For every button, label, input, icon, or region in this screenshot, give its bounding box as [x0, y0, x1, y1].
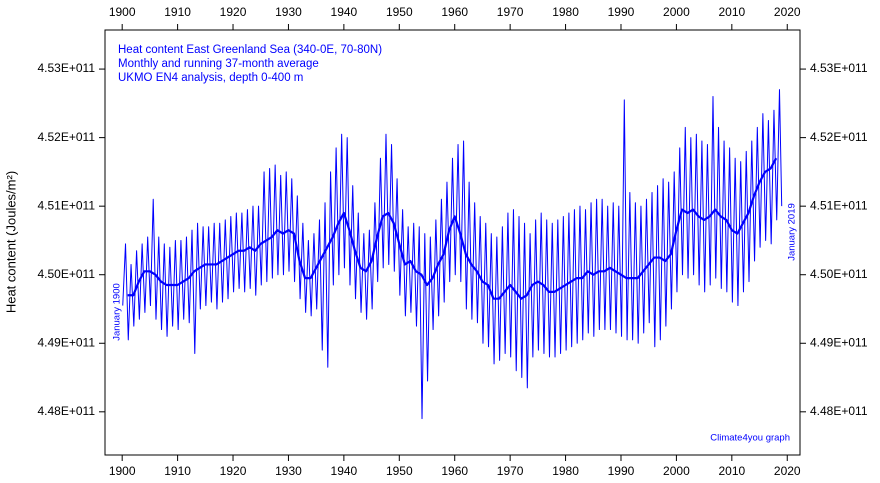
x-tick-label: 1910: [164, 464, 191, 478]
x-tick-label: 1960: [441, 464, 468, 478]
x-tick-label: 2010: [718, 464, 745, 478]
y-tick-label: 4.48E+011: [38, 404, 96, 418]
y-tick-label: 4.50E+011: [38, 267, 96, 281]
x-tick-label: 2020: [774, 464, 801, 478]
x-tick-label: 1940: [331, 464, 358, 478]
x-tick-label: 1970: [497, 464, 524, 478]
x-tick-label: 1970: [497, 5, 524, 19]
x-tick-label: 1950: [386, 5, 413, 19]
annotation: Climate4you graph: [710, 433, 790, 444]
x-tick-label: 2000: [663, 5, 690, 19]
y-tick-label: 4.53E+011: [810, 61, 868, 75]
y-axis-label: Heat content (Joules/m²): [3, 171, 18, 313]
chart-subtitle: UKMO EN4 analysis, depth 0-400 m: [118, 72, 303, 84]
y-tick-label: 4.52E+011: [38, 130, 96, 144]
x-tick-label: 2010: [718, 5, 745, 19]
x-tick-label: 1980: [552, 5, 579, 19]
x-tick-label: 1980: [552, 464, 579, 478]
x-tick-label: 1900: [109, 5, 136, 19]
x-tick-label: 2000: [663, 464, 690, 478]
x-tick-label: 1930: [275, 464, 302, 478]
y-tick-label: 4.50E+011: [810, 267, 868, 281]
chart-title: Heat content East Greenland Sea (340-0E,…: [118, 44, 382, 56]
x-tick-label: 1990: [608, 464, 635, 478]
x-tick-label: 1950: [386, 464, 413, 478]
x-tick-label: 1990: [608, 5, 635, 19]
x-tick-label: 1920: [220, 464, 247, 478]
y-tick-label: 4.48E+011: [810, 404, 868, 418]
y-tick-label: 4.52E+011: [810, 130, 868, 144]
x-tick-label: 1910: [164, 5, 191, 19]
x-tick-label: 1940: [331, 5, 358, 19]
x-tick-label: 1960: [441, 5, 468, 19]
chart-subtitle: Monthly and running 37-month average: [118, 58, 319, 70]
x-tick-label: 2020: [774, 5, 801, 19]
x-tick-label: 1900: [109, 464, 136, 478]
annotation: January 2019: [787, 203, 798, 261]
x-tick-label: 1930: [275, 5, 302, 19]
y-tick-label: 4.51E+011: [810, 198, 868, 212]
y-tick-label: 4.49E+011: [38, 335, 96, 349]
y-tick-label: 4.51E+011: [38, 198, 96, 212]
y-tick-label: 4.53E+011: [38, 61, 96, 75]
y-tick-label: 4.49E+011: [810, 335, 868, 349]
annotation: January 1900: [112, 283, 123, 341]
data-line: [122, 89, 783, 420]
data-line: [127, 157, 778, 300]
plot-frame: [104, 29, 801, 456]
x-tick-label: 1920: [220, 5, 247, 19]
